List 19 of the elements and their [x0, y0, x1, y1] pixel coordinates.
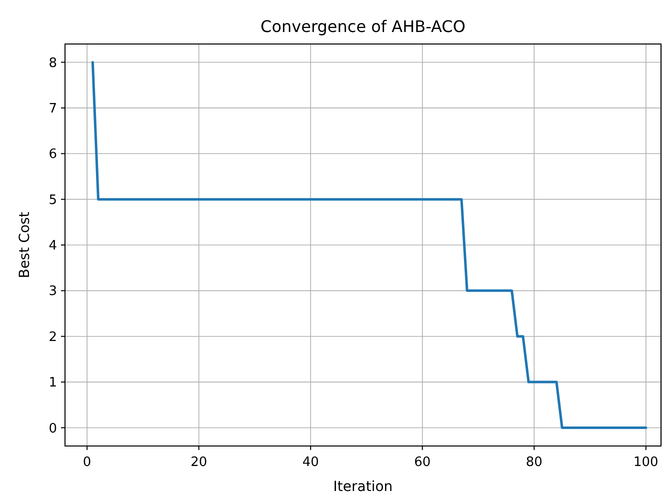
y-tick-label: 2 — [48, 330, 57, 345]
x-tick-label: 100 — [633, 455, 658, 470]
y-tick-label: 6 — [48, 147, 57, 162]
y-tick-label: 7 — [48, 102, 57, 117]
y-tick-label: 4 — [48, 238, 57, 254]
y-tick-label: 5 — [48, 192, 57, 208]
x-tick-label: 80 — [526, 455, 542, 470]
x-axis-title: Iteration — [333, 479, 393, 495]
y-tick-label: 0 — [48, 421, 57, 436]
x-tick-label: 40 — [302, 455, 319, 470]
x-tick-label: 20 — [190, 455, 208, 470]
y-axis-title: Best Cost — [17, 211, 33, 278]
y-tick-label: 3 — [48, 284, 57, 300]
x-tick-label: 60 — [414, 455, 431, 470]
chart-title: Convergence of AHB-ACO — [260, 17, 466, 36]
line-series — [91, 61, 648, 429]
y-tick-label: 8 — [48, 56, 57, 71]
x-tick-label: 0 — [82, 455, 92, 470]
y-tick-label: 1 — [48, 376, 57, 391]
